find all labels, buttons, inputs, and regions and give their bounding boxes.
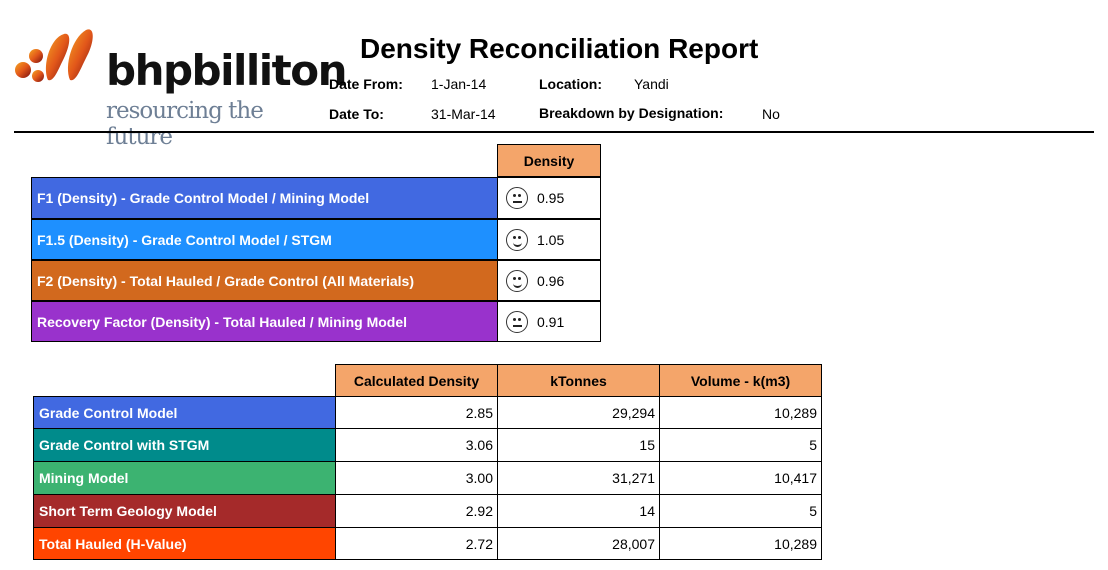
model-density: 2.85: [335, 396, 498, 429]
breakdown-label: Breakdown by Designation:: [539, 105, 724, 121]
factor-label: Recovery Factor (Density) - Total Hauled…: [37, 313, 408, 330]
ktonnes-header: kTonnes: [497, 364, 660, 397]
model-volume: 10,289: [659, 527, 822, 560]
location-label: Location:: [539, 76, 602, 92]
logo-tagline: resourcing the future: [106, 98, 264, 150]
model-row-short-term-geology: Short Term Geology Model: [33, 494, 336, 528]
model-ktonnes: 31,271: [497, 461, 660, 495]
factor-row-f2: F2 (Density) - Total Hauled / Grade Cont…: [31, 260, 498, 301]
model-volume: 10,289: [659, 396, 822, 429]
model-density: 2.92: [335, 494, 498, 528]
smiley-face-icon: [506, 228, 528, 251]
model-volume: 5: [659, 428, 822, 462]
model-label: Grade Control Model: [39, 404, 178, 421]
date-from-value: 1-Jan-14: [431, 76, 487, 92]
factor-value-f1: 0.95: [497, 177, 601, 219]
model-row-mining: Mining Model: [33, 461, 336, 495]
model-density: 3.06: [335, 428, 498, 462]
neutral-face-icon: [506, 187, 528, 209]
date-to-label: Date To:: [329, 106, 384, 122]
breakdown-value: No: [762, 106, 780, 122]
factor-value-f1-5: 1.05: [497, 219, 601, 260]
calculated-density-header: Calculated Density: [335, 364, 498, 397]
factor-row-recovery: Recovery Factor (Density) - Total Hauled…: [31, 301, 498, 342]
factor-row-f1: F1 (Density) - Grade Control Model / Min…: [31, 177, 498, 219]
model-label: Total Hauled (H-Value): [39, 535, 187, 552]
factor-value: 0.91: [537, 313, 565, 330]
header-divider: [14, 131, 1094, 133]
model-label: Mining Model: [39, 470, 129, 486]
logo-mark-icon: [15, 29, 93, 82]
model-label: Grade Control with STGM: [39, 437, 210, 453]
model-row-grade-control-stgm: Grade Control with STGM: [33, 428, 336, 462]
factor-value: 1.05: [537, 231, 565, 248]
volume-header: Volume - k(m3): [659, 364, 822, 397]
factor-label: F1.5 (Density) - Grade Control Model / S…: [37, 231, 332, 248]
model-density: 2.72: [335, 527, 498, 560]
factor-value: 0.95: [537, 190, 565, 206]
model-ktonnes: 29,294: [497, 396, 660, 429]
model-row-grade-control: Grade Control Model: [33, 396, 336, 429]
factor-label: F1 (Density) - Grade Control Model / Min…: [37, 190, 370, 206]
factor-row-f1-5: F1.5 (Density) - Grade Control Model / S…: [31, 219, 498, 260]
factor-value-f2: 0.96: [497, 260, 601, 301]
factor-value-recovery: 0.91: [497, 301, 601, 342]
factor-label: F2 (Density) - Total Hauled / Grade Cont…: [37, 272, 415, 289]
location-value: Yandi: [634, 76, 669, 92]
model-label: Short Term Geology Model: [39, 503, 217, 519]
logo-brand-text: bhpbilliton: [106, 46, 348, 95]
date-to-value: 31-Mar-14: [431, 106, 496, 122]
date-from-label: Date From:: [329, 76, 403, 92]
model-ktonnes: 28,007: [497, 527, 660, 560]
neutral-face-icon: [506, 310, 528, 333]
report-title: Density Reconciliation Report: [360, 33, 759, 64]
model-volume: 10,417: [659, 461, 822, 495]
model-ktonnes: 14: [497, 494, 660, 528]
model-ktonnes: 15: [497, 428, 660, 462]
model-row-total-hauled: Total Hauled (H-Value): [33, 527, 336, 560]
model-density: 3.00: [335, 461, 498, 495]
model-volume: 5: [659, 494, 822, 528]
company-logo: bhpbilliton resourcing the future: [14, 26, 348, 150]
smiley-face-icon: [506, 269, 528, 292]
density-column-header: Density: [497, 144, 601, 177]
factor-value: 0.96: [537, 272, 565, 289]
